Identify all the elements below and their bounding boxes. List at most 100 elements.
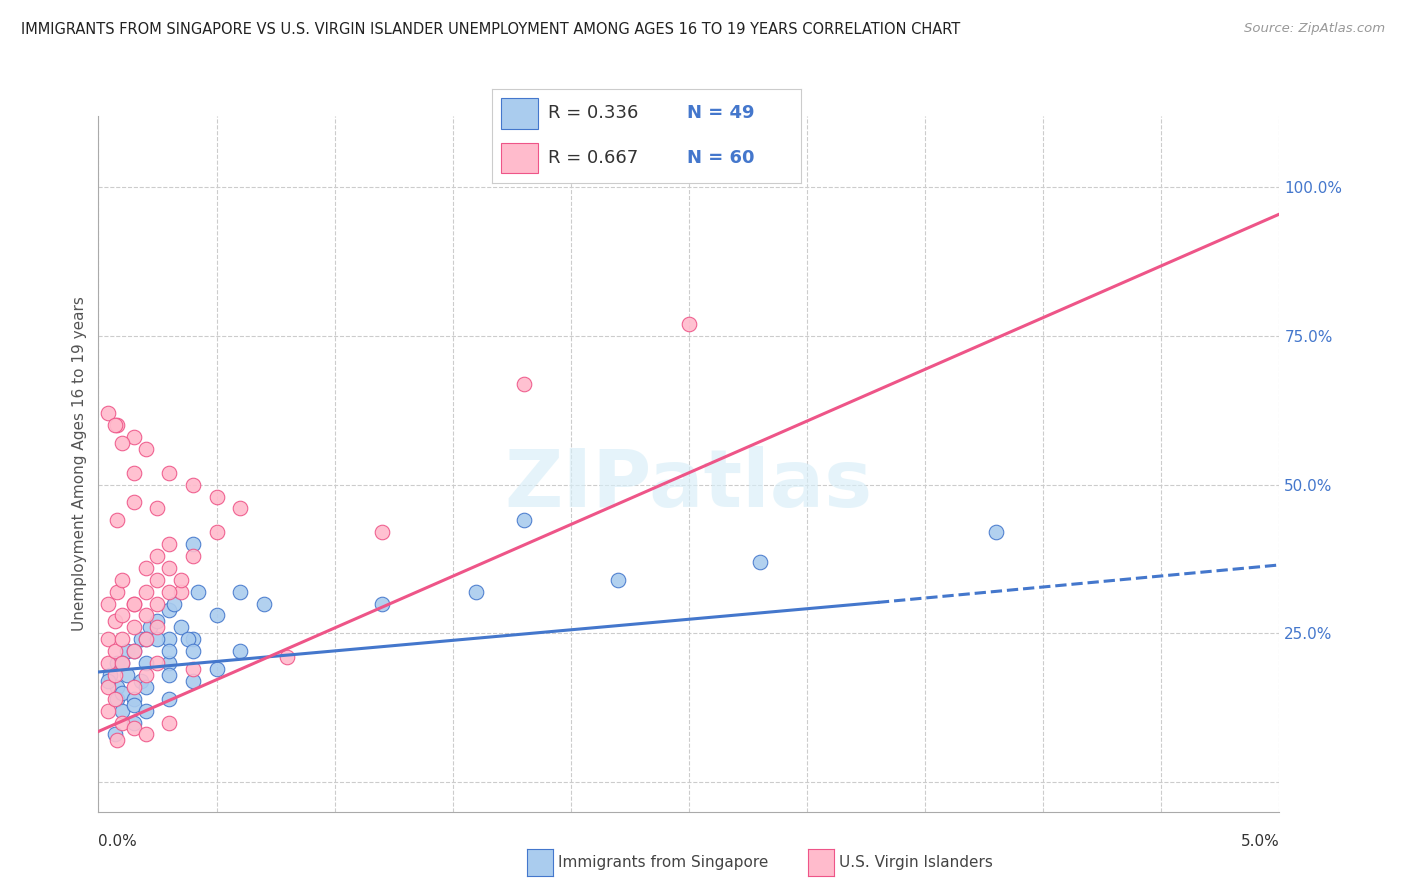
Point <box>146 597 169 611</box>
Point <box>135 561 157 575</box>
Point <box>135 632 157 647</box>
Y-axis label: Unemployment Among Ages 16 to 19 years: Unemployment Among Ages 16 to 19 years <box>72 296 87 632</box>
Point <box>512 376 534 391</box>
Point <box>111 704 134 718</box>
Text: 5.0%: 5.0% <box>1240 834 1279 849</box>
Point <box>129 632 152 647</box>
Text: U.S. Virgin Islanders: U.S. Virgin Islanders <box>839 855 993 870</box>
Point <box>104 691 127 706</box>
Point <box>129 673 152 688</box>
Point <box>97 656 120 670</box>
Point <box>111 656 134 670</box>
Point <box>170 584 193 599</box>
Text: N = 49: N = 49 <box>688 104 755 122</box>
Point <box>146 549 169 563</box>
Point <box>98 668 121 682</box>
Point <box>105 513 128 527</box>
Point <box>97 597 120 611</box>
Point <box>122 644 145 658</box>
Point <box>146 656 169 670</box>
Point <box>181 537 204 551</box>
Point <box>146 615 169 629</box>
Point <box>122 680 145 694</box>
Point <box>146 632 169 647</box>
Point <box>181 632 204 647</box>
Point <box>105 656 128 670</box>
Point <box>163 597 186 611</box>
Point <box>371 525 394 540</box>
Point <box>181 477 204 491</box>
Point <box>146 620 169 634</box>
Text: ZIPatlas: ZIPatlas <box>505 446 873 524</box>
Point <box>111 608 134 623</box>
Point <box>512 513 534 527</box>
Point <box>229 584 252 599</box>
Point <box>105 733 128 747</box>
Point <box>122 644 145 658</box>
Point <box>122 597 145 611</box>
Point <box>122 495 145 509</box>
Point <box>122 597 145 611</box>
Point <box>105 418 128 433</box>
Point <box>105 691 128 706</box>
Point <box>984 525 1007 540</box>
Point <box>104 418 127 433</box>
FancyBboxPatch shape <box>502 97 538 128</box>
Point <box>205 662 228 676</box>
Point <box>111 632 134 647</box>
Point <box>122 715 145 730</box>
Point <box>122 466 145 480</box>
Point <box>135 656 157 670</box>
Point <box>181 549 204 563</box>
Point <box>97 632 120 647</box>
Point <box>115 644 138 658</box>
Point <box>146 573 169 587</box>
Point <box>135 608 157 623</box>
Point <box>97 673 120 688</box>
Point <box>122 698 145 712</box>
Point <box>104 615 127 629</box>
Point <box>157 602 180 616</box>
Point <box>157 466 180 480</box>
Point <box>122 691 145 706</box>
Point <box>157 537 180 551</box>
Point <box>607 573 630 587</box>
Point <box>157 668 180 682</box>
Point <box>135 680 157 694</box>
Point <box>111 573 134 587</box>
Point <box>157 644 180 658</box>
Point <box>187 584 209 599</box>
Point <box>170 573 193 587</box>
Point <box>157 584 180 599</box>
Point <box>104 668 127 682</box>
Point <box>177 632 200 647</box>
Point <box>465 584 488 599</box>
Point <box>205 490 228 504</box>
Point <box>181 662 204 676</box>
Point <box>205 525 228 540</box>
Text: Immigrants from Singapore: Immigrants from Singapore <box>558 855 769 870</box>
Point <box>97 406 120 420</box>
Point <box>97 680 120 694</box>
Point <box>748 555 770 569</box>
Point <box>157 691 180 706</box>
Point <box>111 715 134 730</box>
FancyBboxPatch shape <box>502 143 538 173</box>
Point <box>97 704 120 718</box>
Point <box>157 561 180 575</box>
Point <box>157 656 180 670</box>
Point <box>111 656 134 670</box>
Point <box>205 608 228 623</box>
Point <box>111 436 134 450</box>
Point <box>229 501 252 516</box>
Point <box>157 632 180 647</box>
Point <box>181 644 204 658</box>
Point <box>276 650 298 665</box>
Point <box>105 584 128 599</box>
Point <box>135 442 157 456</box>
Point <box>170 620 193 634</box>
Point <box>135 704 157 718</box>
Point <box>105 680 128 694</box>
Point <box>135 668 157 682</box>
Point <box>253 597 276 611</box>
